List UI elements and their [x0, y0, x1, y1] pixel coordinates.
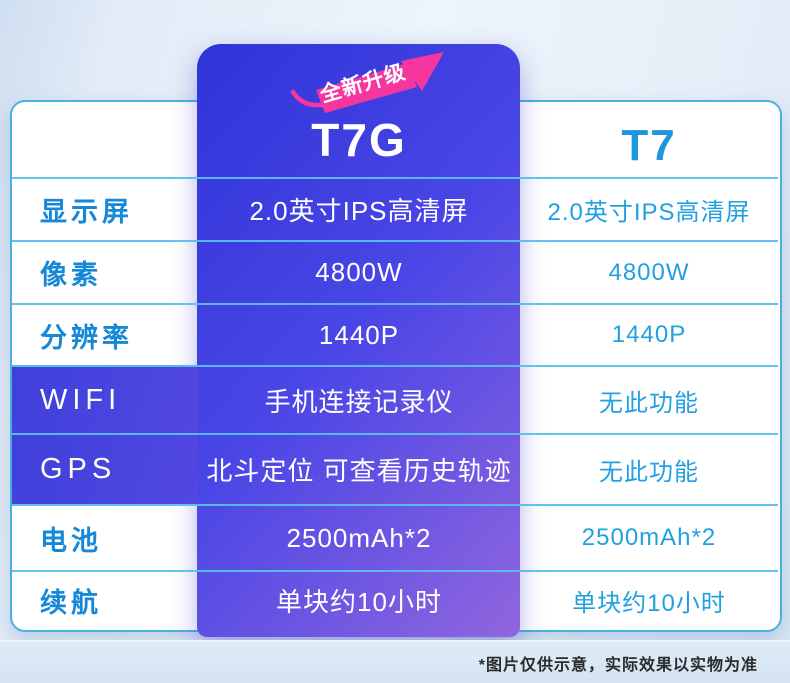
- t7g-highlight-panel: [197, 44, 520, 637]
- upgrade-arrow-icon: 全新升级: [290, 52, 444, 113]
- t7g-value: 手机连接记录仪: [198, 365, 520, 433]
- spec-label: 分辨率: [12, 303, 198, 365]
- t7g-value: 北斗定位 可查看历史轨迹: [198, 433, 520, 504]
- t7g-value: 单块约10小时: [198, 570, 520, 628]
- column-header-t7: T7: [621, 120, 677, 170]
- spec-label: 显示屏: [12, 177, 198, 240]
- t7-value: 无此功能: [520, 433, 778, 504]
- spec-label: 像素: [12, 240, 198, 303]
- t7-value: 单块约10小时: [520, 570, 778, 628]
- t7g-value: 2500mAh*2: [198, 504, 520, 570]
- spec-label: GPS: [12, 433, 198, 504]
- t7-value: 无此功能: [520, 365, 778, 433]
- t7g-value: 2.0英寸IPS高清屏: [198, 177, 520, 240]
- spec-label: WIFI: [12, 365, 198, 433]
- t7-value: 2500mAh*2: [520, 504, 778, 570]
- t7g-value: 1440P: [198, 303, 520, 365]
- new-upgrade-badge: 全新升级: [288, 50, 452, 114]
- comparison-grid: T7G T7 显示屏 2.0英寸IPS高清屏 2.0英寸IPS高清屏 像素 4800W 4…: [12, 102, 778, 628]
- t7g-value: 4800W: [198, 240, 520, 303]
- spec-label: 续航: [12, 570, 198, 628]
- column-header-t7g: T7G: [311, 114, 407, 166]
- t7-value: 4800W: [520, 240, 778, 303]
- footer-band: *图片仅供示意，实际效果以实物为准: [0, 640, 790, 683]
- t7-value: 2.0英寸IPS高清屏: [520, 177, 778, 240]
- header-spacer: [12, 102, 198, 177]
- t7-value: 1440P: [520, 303, 778, 365]
- spec-label: 电池: [12, 504, 198, 570]
- disclaimer-text: *图片仅供示意，实际效果以实物为准: [478, 656, 758, 674]
